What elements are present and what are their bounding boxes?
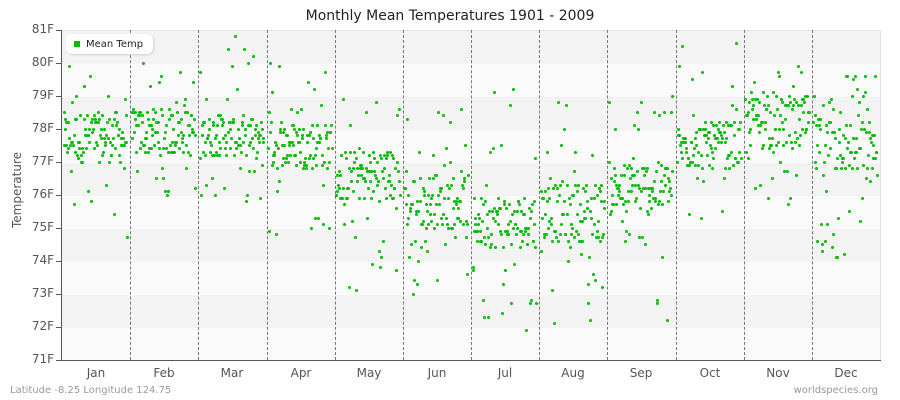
y-tick <box>56 63 61 64</box>
x-tick-label: Sep <box>629 366 653 380</box>
y-tick <box>56 162 61 163</box>
y-tick-label: 80F <box>31 55 54 69</box>
y-tick <box>56 30 61 31</box>
location-caption: Latitude -8.25 Longitude 124.75 <box>10 385 172 396</box>
y-tick <box>56 261 61 262</box>
legend[interactable]: Mean Temp <box>66 34 154 54</box>
month-separator <box>744 30 745 360</box>
y-tick-label: 72F <box>31 319 54 333</box>
month-separator <box>607 30 608 360</box>
month-separator <box>130 30 131 360</box>
y-tick <box>56 195 61 196</box>
y-tick <box>56 294 61 295</box>
month-separator <box>403 30 404 360</box>
x-tick-label: Feb <box>153 366 175 380</box>
month-separator <box>676 30 677 360</box>
legend-label: Mean Temp <box>86 38 144 50</box>
y-tick-label: 71F <box>31 352 54 366</box>
y-tick-label: 81F <box>31 22 54 36</box>
x-tick-label: Nov <box>766 366 790 380</box>
month-separator <box>198 30 199 360</box>
x-tick-label: Jul <box>497 366 513 380</box>
x-tick-label: Aug <box>561 366 585 380</box>
y-tick-label: 76F <box>31 187 54 201</box>
x-tick-label: Jun <box>427 366 447 380</box>
y-tick <box>56 228 61 229</box>
legend-swatch-icon <box>74 41 80 47</box>
x-tick-label: Jan <box>86 366 106 380</box>
y-tick <box>56 360 61 361</box>
x-tick-label: Oct <box>699 366 721 380</box>
x-tick-label: Apr <box>290 366 312 380</box>
chart-title: Monthly Mean Temperatures 1901 - 2009 <box>305 8 595 24</box>
month-separator <box>812 30 813 360</box>
y-tick-label: 77F <box>31 154 54 168</box>
month-separator <box>267 30 268 360</box>
y-tick-label: 79F <box>31 88 54 102</box>
x-axis-line <box>61 360 881 361</box>
y-tick <box>56 96 61 97</box>
month-separator <box>471 30 472 360</box>
y-tick-label: 73F <box>31 286 54 300</box>
y-tick-label: 74F <box>31 253 54 267</box>
month-separator <box>539 30 540 360</box>
y-axis-line <box>61 30 62 361</box>
y-tick <box>56 327 61 328</box>
y-tick-label: 75F <box>31 220 54 234</box>
source-credit[interactable]: worldspecies.org <box>793 385 878 396</box>
y-tick <box>56 129 61 130</box>
x-tick-label: Mar <box>220 366 244 380</box>
x-tick-label: Dec <box>834 366 858 380</box>
y-tick-label: 78F <box>31 121 54 135</box>
x-tick-label: May <box>356 366 382 380</box>
